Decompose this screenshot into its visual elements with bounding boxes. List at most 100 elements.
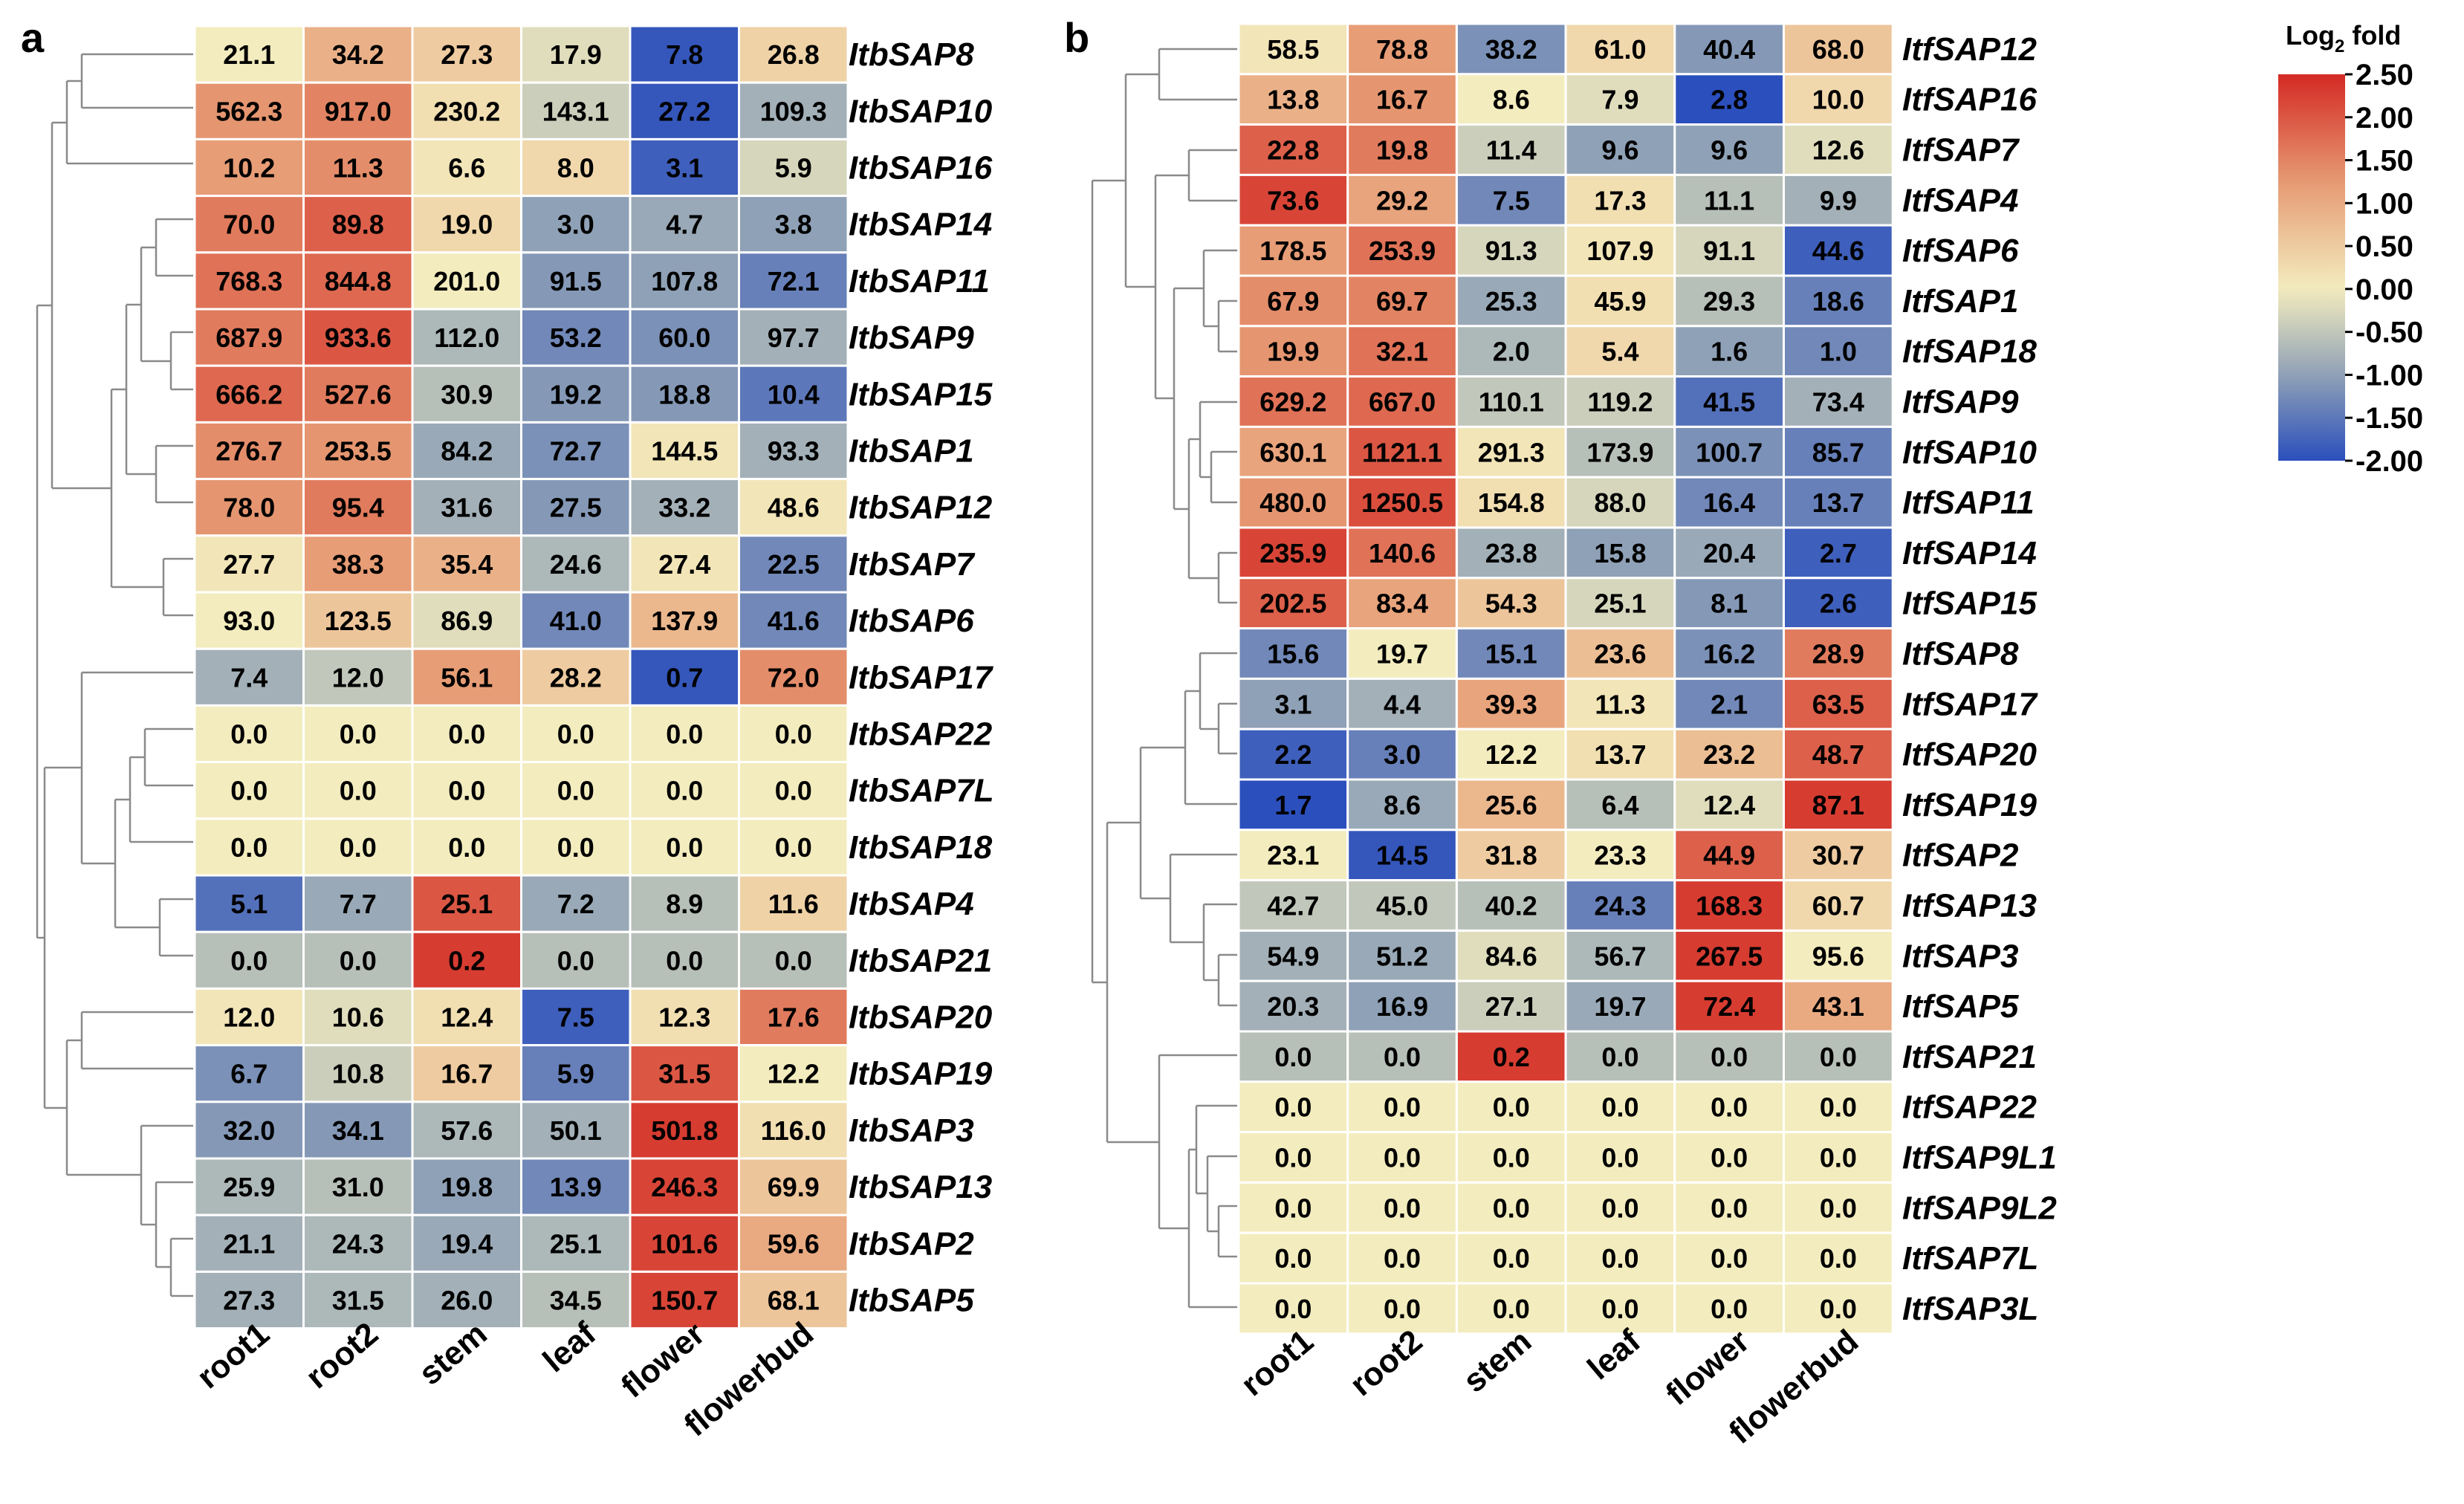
cell-value-label: 93.3 <box>768 436 820 467</box>
dendro-branch <box>155 218 193 277</box>
heatmap-cell <box>520 647 632 707</box>
heatmap-cell <box>1455 829 1567 882</box>
heatmap-cell <box>411 421 522 481</box>
dendro-branch <box>140 1124 193 1226</box>
row-label-itbsap14: ItbSAP14 <box>849 207 992 243</box>
cell-value-label: 13.8 <box>1267 85 1319 115</box>
cell-value-label: 173.9 <box>1586 437 1653 467</box>
cell-value-label: 3.1 <box>666 153 703 184</box>
cell-value-label: 137.9 <box>651 606 718 636</box>
cell-value-label: 154.8 <box>1478 487 1545 518</box>
cell-value-label: 2.7 <box>1820 538 1857 568</box>
heatmap-cell <box>629 308 740 367</box>
row-label-itbsap22: ItbSAP22 <box>849 716 993 753</box>
heatmap-cell <box>520 25 632 84</box>
dendro-branch <box>80 671 193 865</box>
heatmap-cell <box>1673 526 1786 580</box>
heatmap-cell <box>411 251 522 311</box>
heatmap-cell <box>302 25 414 84</box>
cell-value-label: 13.7 <box>1594 739 1646 770</box>
cell-value-label: 0.7 <box>666 662 703 693</box>
cell-value-label: 42.7 <box>1267 891 1319 921</box>
heatmap-cell <box>738 534 849 594</box>
row-label-itfsap14: ItfSAP14 <box>1902 535 2037 571</box>
cell-value-label: 0.0 <box>666 719 703 750</box>
cell-value-label: 68.1 <box>768 1286 820 1316</box>
heatmap-cell <box>1455 778 1567 832</box>
cell-value-label: 7.9 <box>1601 85 1638 115</box>
cell-value-label: 0.0 <box>775 719 812 750</box>
cell-value-label: 50.1 <box>550 1115 602 1146</box>
cell-value-label: 10.4 <box>768 379 820 409</box>
heatmap-cell <box>302 1157 414 1216</box>
heatmap-cell <box>1783 22 1894 76</box>
heatmap-cell <box>1237 476 1349 529</box>
heatmap-cell <box>1673 173 1786 227</box>
cell-value-label: 140.6 <box>1369 538 1436 568</box>
row-label-itbsap18: ItbSAP18 <box>849 829 993 866</box>
heatmap-cell <box>1455 627 1567 680</box>
row-label-itbsap1: ItbSAP1 <box>849 433 974 470</box>
cell-value-label: 31.0 <box>332 1172 384 1202</box>
heatmap-cell <box>1237 1030 1349 1083</box>
heatmap-cell <box>193 25 305 84</box>
cell-value-label: 58.5 <box>1267 34 1319 65</box>
heatmap-cell <box>738 647 849 707</box>
cell-value-label: 20.3 <box>1267 991 1319 1022</box>
cell-value-label: 4.7 <box>666 210 703 240</box>
cell-value-label: 5.9 <box>775 153 812 184</box>
heatmap-cell <box>1346 173 1458 227</box>
cell-value-label: 0.0 <box>1384 1143 1421 1173</box>
heatmap-cell <box>1564 1231 1676 1285</box>
heatmap-cell <box>193 81 305 140</box>
heatmap-cell <box>1783 1181 1894 1234</box>
heatmap-cell <box>629 591 740 650</box>
row-label-itfsap4: ItfSAP4 <box>1902 182 2018 218</box>
cell-value-label: 19.0 <box>441 210 493 240</box>
cell-value-label: 12.2 <box>1485 739 1537 770</box>
panel-b-letter: b <box>1064 14 1089 61</box>
heatmap-cell <box>1346 476 1458 529</box>
heatmap-cell <box>1783 526 1894 580</box>
heatmap-panel-b: 58.5 78.8 38.2 61.0 40.4 68.0 13.8 16.7 8.6 7.9 2.… <box>1091 22 2057 1451</box>
row-label-itfsap9l1: ItfSAP9L1 <box>1902 1140 2057 1176</box>
heatmap-cell <box>738 874 849 933</box>
heatmap-cell <box>1237 1131 1349 1184</box>
heatmap-cell <box>302 251 414 311</box>
row-label-itfsap16: ItfSAP16 <box>1902 82 2037 118</box>
heatmap-cell <box>629 874 740 933</box>
cell-value-label: 93.0 <box>223 606 275 636</box>
heatmap-cell <box>1783 1231 1894 1285</box>
dendro-branch <box>1158 48 1237 101</box>
cell-value-label: 667.0 <box>1369 387 1436 418</box>
cell-value-label: 30.9 <box>441 379 493 409</box>
cell-value-label: 9.6 <box>1711 135 1748 166</box>
heatmap-cell <box>520 930 632 990</box>
cell-value-label: 0.0 <box>557 945 594 976</box>
cell-value-label: 0.0 <box>230 832 268 863</box>
dendro-branch <box>43 766 82 1109</box>
cell-value-label: 83.4 <box>1376 589 1428 619</box>
heatmap-cell <box>1455 1231 1567 1285</box>
cell-value-label: 112.0 <box>434 322 499 353</box>
heatmap-cells-panel-b: 58.5 78.8 38.2 61.0 40.4 68.0 13.8 16.7 8.6 7.9 2.… <box>1237 22 1894 1335</box>
cell-value-label: 0.0 <box>1493 1193 1530 1223</box>
cell-value-label: 0.0 <box>1274 1294 1312 1324</box>
legend-tick-label: -1.50 <box>2356 402 2423 435</box>
cell-value-label: 2.2 <box>1274 739 1312 770</box>
cell-value-label: 0.0 <box>1711 1193 1748 1223</box>
cell-value-label: 10.0 <box>1812 85 1864 115</box>
heatmap-cell <box>411 987 522 1047</box>
cell-value-label: 0.0 <box>1820 1193 1857 1223</box>
dendro-branch <box>65 1039 141 1176</box>
heatmap-cell <box>1783 375 1894 428</box>
heatmap-cell <box>1237 375 1349 428</box>
cell-value-label: 31.8 <box>1485 840 1537 871</box>
heatmap-cell <box>629 1213 740 1273</box>
cell-value-label: 11.3 <box>333 153 383 184</box>
cell-value-label: 27.1 <box>1485 991 1537 1022</box>
cell-value-label: 101.6 <box>651 1228 718 1259</box>
heatmap-cell <box>1237 929 1349 982</box>
cell-value-label: 27.7 <box>223 549 275 580</box>
